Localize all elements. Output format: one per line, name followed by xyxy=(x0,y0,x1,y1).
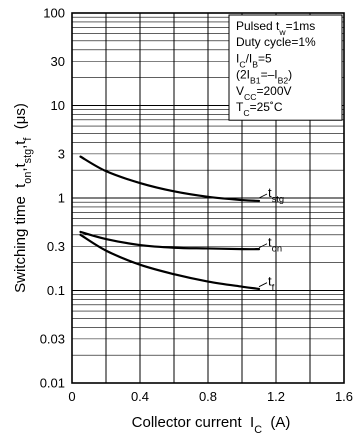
y-axis-title-subscript: on xyxy=(22,172,34,184)
y-tick-label: 0.3 xyxy=(47,239,65,254)
series-label-t-f: tf xyxy=(268,274,275,293)
y-tick-label: 0.1 xyxy=(47,283,65,298)
y-axis-title-text: Switching time xyxy=(12,188,29,293)
condition-text: Pulsed t xyxy=(236,19,280,33)
y-axis-title: Switching time ton,tstg,tf (μs) xyxy=(12,103,34,293)
x-tick-label: 0.8 xyxy=(199,389,217,404)
series-label-symbol: t xyxy=(268,235,272,250)
condition-text: I xyxy=(236,51,239,65)
series-label-leader xyxy=(258,193,268,199)
y-tick-label: 0.01 xyxy=(40,376,65,391)
plot-frame xyxy=(71,12,345,384)
condition-text: =200V xyxy=(256,84,291,98)
x-axis-title-subscript: C xyxy=(254,424,262,436)
y-axis-title-subscript: stg xyxy=(22,149,34,163)
y-axis-title-symbol: ,t xyxy=(12,140,29,149)
condition-text: (2I xyxy=(236,68,250,82)
y-tick-label: 3 xyxy=(58,146,65,161)
x-axis-title-symbol: I xyxy=(250,414,254,431)
y-tick-label: 100 xyxy=(43,6,65,21)
x-axis-title-text: Collector current xyxy=(132,414,250,431)
series-label-leader xyxy=(258,243,268,249)
condition-line: (2IB1=–IB2) xyxy=(236,68,292,86)
x-axis-title-unit: (A) xyxy=(262,414,290,431)
y-axis-title-symbol: ,t xyxy=(12,162,29,171)
condition-text: V xyxy=(236,84,244,98)
condition-text: =1ms xyxy=(286,19,316,33)
y-tick-label: 10 xyxy=(51,98,65,113)
series-line-t-on xyxy=(79,230,261,251)
condition-subscript: w xyxy=(278,27,286,37)
y-tick-label: 30 xyxy=(51,54,65,69)
condition-subscript: B xyxy=(252,59,258,69)
condition-line: IC/IB=5 xyxy=(236,51,272,69)
condition-text: Duty cycle=1% xyxy=(236,35,316,49)
condition-subscript: B1 xyxy=(250,76,261,86)
x-tick-label: 0.4 xyxy=(131,389,149,404)
x-tick-label: 1.6 xyxy=(335,389,353,404)
x-tick-label: 1.2 xyxy=(267,389,285,404)
series-label-subscript: stg xyxy=(272,194,284,204)
conditions-box xyxy=(228,14,343,121)
series-label-symbol: t xyxy=(268,274,272,289)
series-label-t-on: ton xyxy=(268,235,282,254)
series-label-t-stg: tstg xyxy=(268,185,284,204)
series-line-t-stg xyxy=(79,155,261,203)
x-tick-label: 0 xyxy=(68,389,75,404)
condition-line: TC=25˚C xyxy=(236,100,283,118)
condition-text: =5 xyxy=(258,51,272,65)
condition-text: T xyxy=(236,100,244,114)
y-axis-title-unit: (μs) xyxy=(12,103,29,137)
series-label-subscript: on xyxy=(272,244,282,254)
condition-subscript: C xyxy=(243,108,249,118)
x-axis-title: Collector current IC (A) xyxy=(132,414,291,436)
series-label-leader xyxy=(258,282,268,288)
condition-subscript: C xyxy=(239,59,245,69)
condition-line: Pulsed tw=1ms xyxy=(236,19,315,37)
series-label-symbol: t xyxy=(268,185,272,200)
y-axis-title-symbol: t xyxy=(12,183,29,188)
condition-text: ) xyxy=(288,68,292,82)
y-tick-label: 0.03 xyxy=(40,331,65,346)
y-tick-label: 1 xyxy=(58,191,65,206)
y-axis-title-subscript: f xyxy=(22,137,34,141)
condition-text: =–I xyxy=(261,68,278,82)
condition-subscript: B2 xyxy=(278,76,289,86)
condition-text: =25˚C xyxy=(250,100,283,114)
condition-text: /I xyxy=(246,51,253,65)
condition-subscript: CC xyxy=(244,92,256,102)
condition-line: VCC=200V xyxy=(236,84,292,102)
condition-line: Duty cycle=1% xyxy=(236,35,316,49)
series-line-t-f xyxy=(79,233,261,291)
series-label-subscript: f xyxy=(272,283,275,293)
